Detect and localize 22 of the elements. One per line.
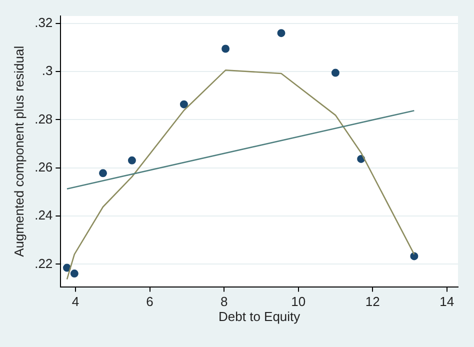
y-tick-label: .3 xyxy=(42,63,53,78)
y-tick-label: .28 xyxy=(34,111,53,126)
y-tick-label: .26 xyxy=(34,159,53,174)
y-tick-label: .22 xyxy=(34,256,53,271)
point xyxy=(180,100,188,108)
x-tick-label: 14 xyxy=(440,294,454,310)
x-tick-label: 4 xyxy=(72,294,80,310)
y-tick-label: .32 xyxy=(34,15,53,30)
point xyxy=(222,44,230,53)
point xyxy=(99,169,108,178)
point xyxy=(410,252,418,260)
x-axis-title: Debt to Equity xyxy=(218,308,301,324)
y-axis-title: Augmented component plus residual xyxy=(11,46,26,257)
x-tick-label: 6 xyxy=(146,294,154,310)
point xyxy=(128,156,136,164)
x-tick-label: 8 xyxy=(220,294,228,310)
point xyxy=(70,270,78,278)
y-tick-label: .24 xyxy=(34,208,53,223)
point xyxy=(277,29,286,38)
x-tick-label: 12 xyxy=(365,294,380,310)
x-tick-label: 10 xyxy=(291,294,306,310)
point xyxy=(331,68,340,77)
